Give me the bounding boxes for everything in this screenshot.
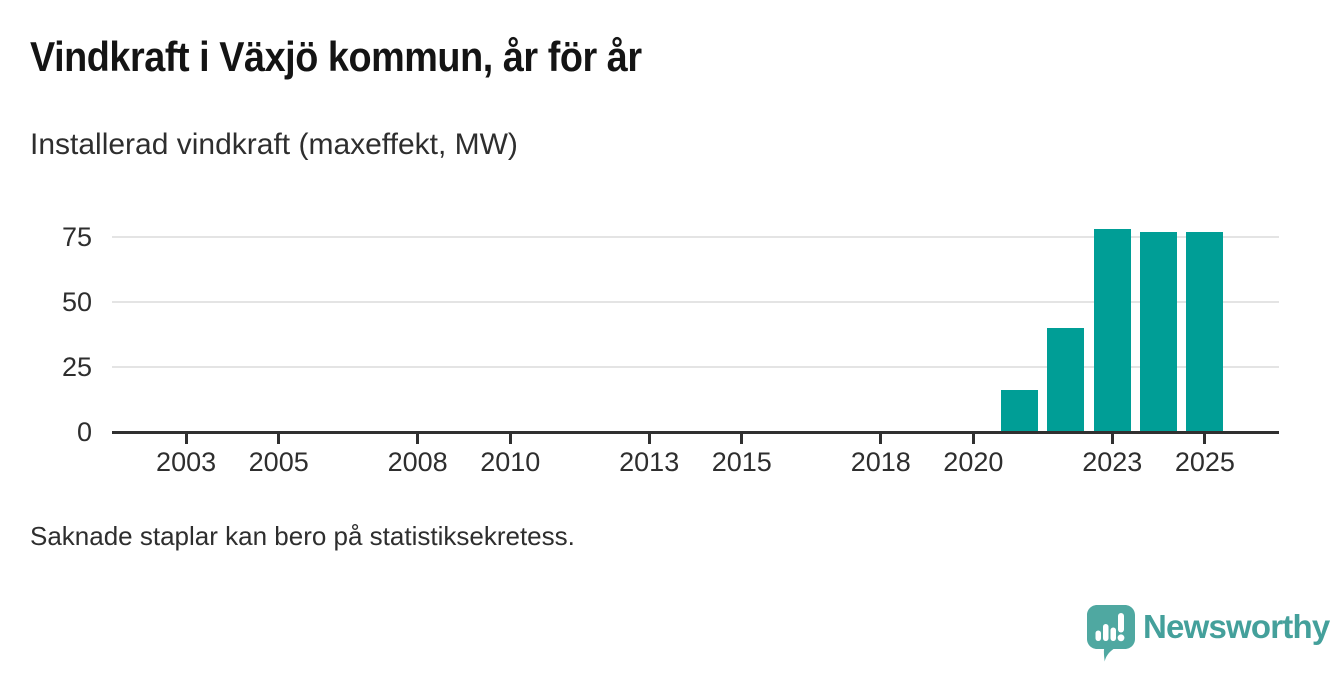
y-gridline <box>112 300 1279 303</box>
x-axis-tick-label: 2010 <box>480 447 541 477</box>
x-axis-line <box>112 430 1279 434</box>
x-axis-tick <box>184 433 188 444</box>
y-axis-label: 50 <box>61 286 92 317</box>
x-axis-tick <box>416 433 420 444</box>
x-axis-tick-label: 2023 <box>1082 447 1143 477</box>
bar-2024 <box>1140 231 1178 432</box>
brand-logo: Newsworthy <box>1086 604 1330 664</box>
bar-2021 <box>1001 390 1039 432</box>
y-axis-label: 25 <box>61 351 92 382</box>
x-axis-tick <box>879 433 883 444</box>
x-axis-tick <box>971 433 975 444</box>
logo-mini-bar-1 <box>1095 630 1101 641</box>
x-axis-tick-label: 2020 <box>943 447 1004 477</box>
x-axis-tick-label: 2013 <box>619 447 680 477</box>
x-axis-tick <box>740 433 744 444</box>
logo-mini-bar-3 <box>1110 627 1116 641</box>
x-axis-tick-label: 2008 <box>387 447 448 477</box>
y-axis-label: 75 <box>61 221 92 252</box>
logo-exclamation-dot <box>1117 634 1125 642</box>
brand-name: Newsworthy <box>1143 608 1330 645</box>
x-axis-tick <box>1203 433 1207 444</box>
footnote: Saknade staplar kan bero på statistiksek… <box>30 521 575 551</box>
logo-exclamation-bar <box>1118 613 1124 633</box>
newsworthy-speech-bubble-bar-chart-icon <box>1087 605 1135 662</box>
bar-2023 <box>1093 229 1131 432</box>
x-axis-tick <box>647 433 651 444</box>
x-axis-tick-label: 2005 <box>248 447 309 477</box>
y-gridline <box>112 365 1279 368</box>
chart-subtitle: Installerad vindkraft (maxeffekt, MW) <box>30 128 518 161</box>
x-axis-tick-label: 2015 <box>711 447 772 477</box>
y-gridline <box>112 235 1279 238</box>
bar-2025 <box>1186 231 1224 432</box>
x-axis-tick-label: 2003 <box>156 447 217 477</box>
x-axis-tick <box>508 433 512 444</box>
logo-mini-bar-2 <box>1103 624 1109 641</box>
chart-title: Vindkraft i Växjö kommun, år för år <box>30 33 642 80</box>
x-axis-tick-label: 2018 <box>850 447 911 477</box>
x-axis-tick <box>1110 433 1114 444</box>
bar-2022 <box>1047 327 1085 432</box>
x-axis-tick <box>277 433 281 444</box>
y-axis-label: 0 <box>76 417 92 447</box>
x-axis-tick-label: 2025 <box>1174 447 1235 477</box>
